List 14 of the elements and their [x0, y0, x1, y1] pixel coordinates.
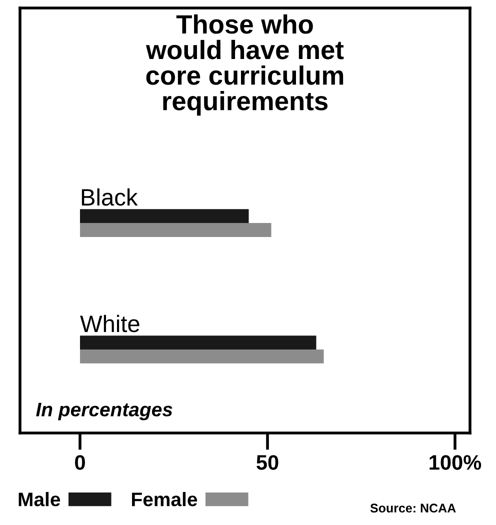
legend-label: Male	[18, 492, 60, 506]
y-tick-label: White	[80, 314, 140, 332]
legend-label: Female	[132, 492, 198, 506]
bar	[80, 350, 324, 364]
x-tick-label: 50	[256, 455, 278, 470]
text: In percentages	[36, 402, 172, 420]
bar	[80, 336, 316, 350]
bar	[80, 209, 249, 224]
x-tick-label: 0	[75, 455, 85, 470]
x-tick-label: 100%	[430, 455, 482, 470]
bar	[80, 223, 272, 237]
y-tick-label: Black	[82, 188, 138, 206]
source-note: Source: NCAA	[370, 504, 456, 513]
chart-title: Those who would have met core curriculum requirements	[146, 14, 344, 116]
